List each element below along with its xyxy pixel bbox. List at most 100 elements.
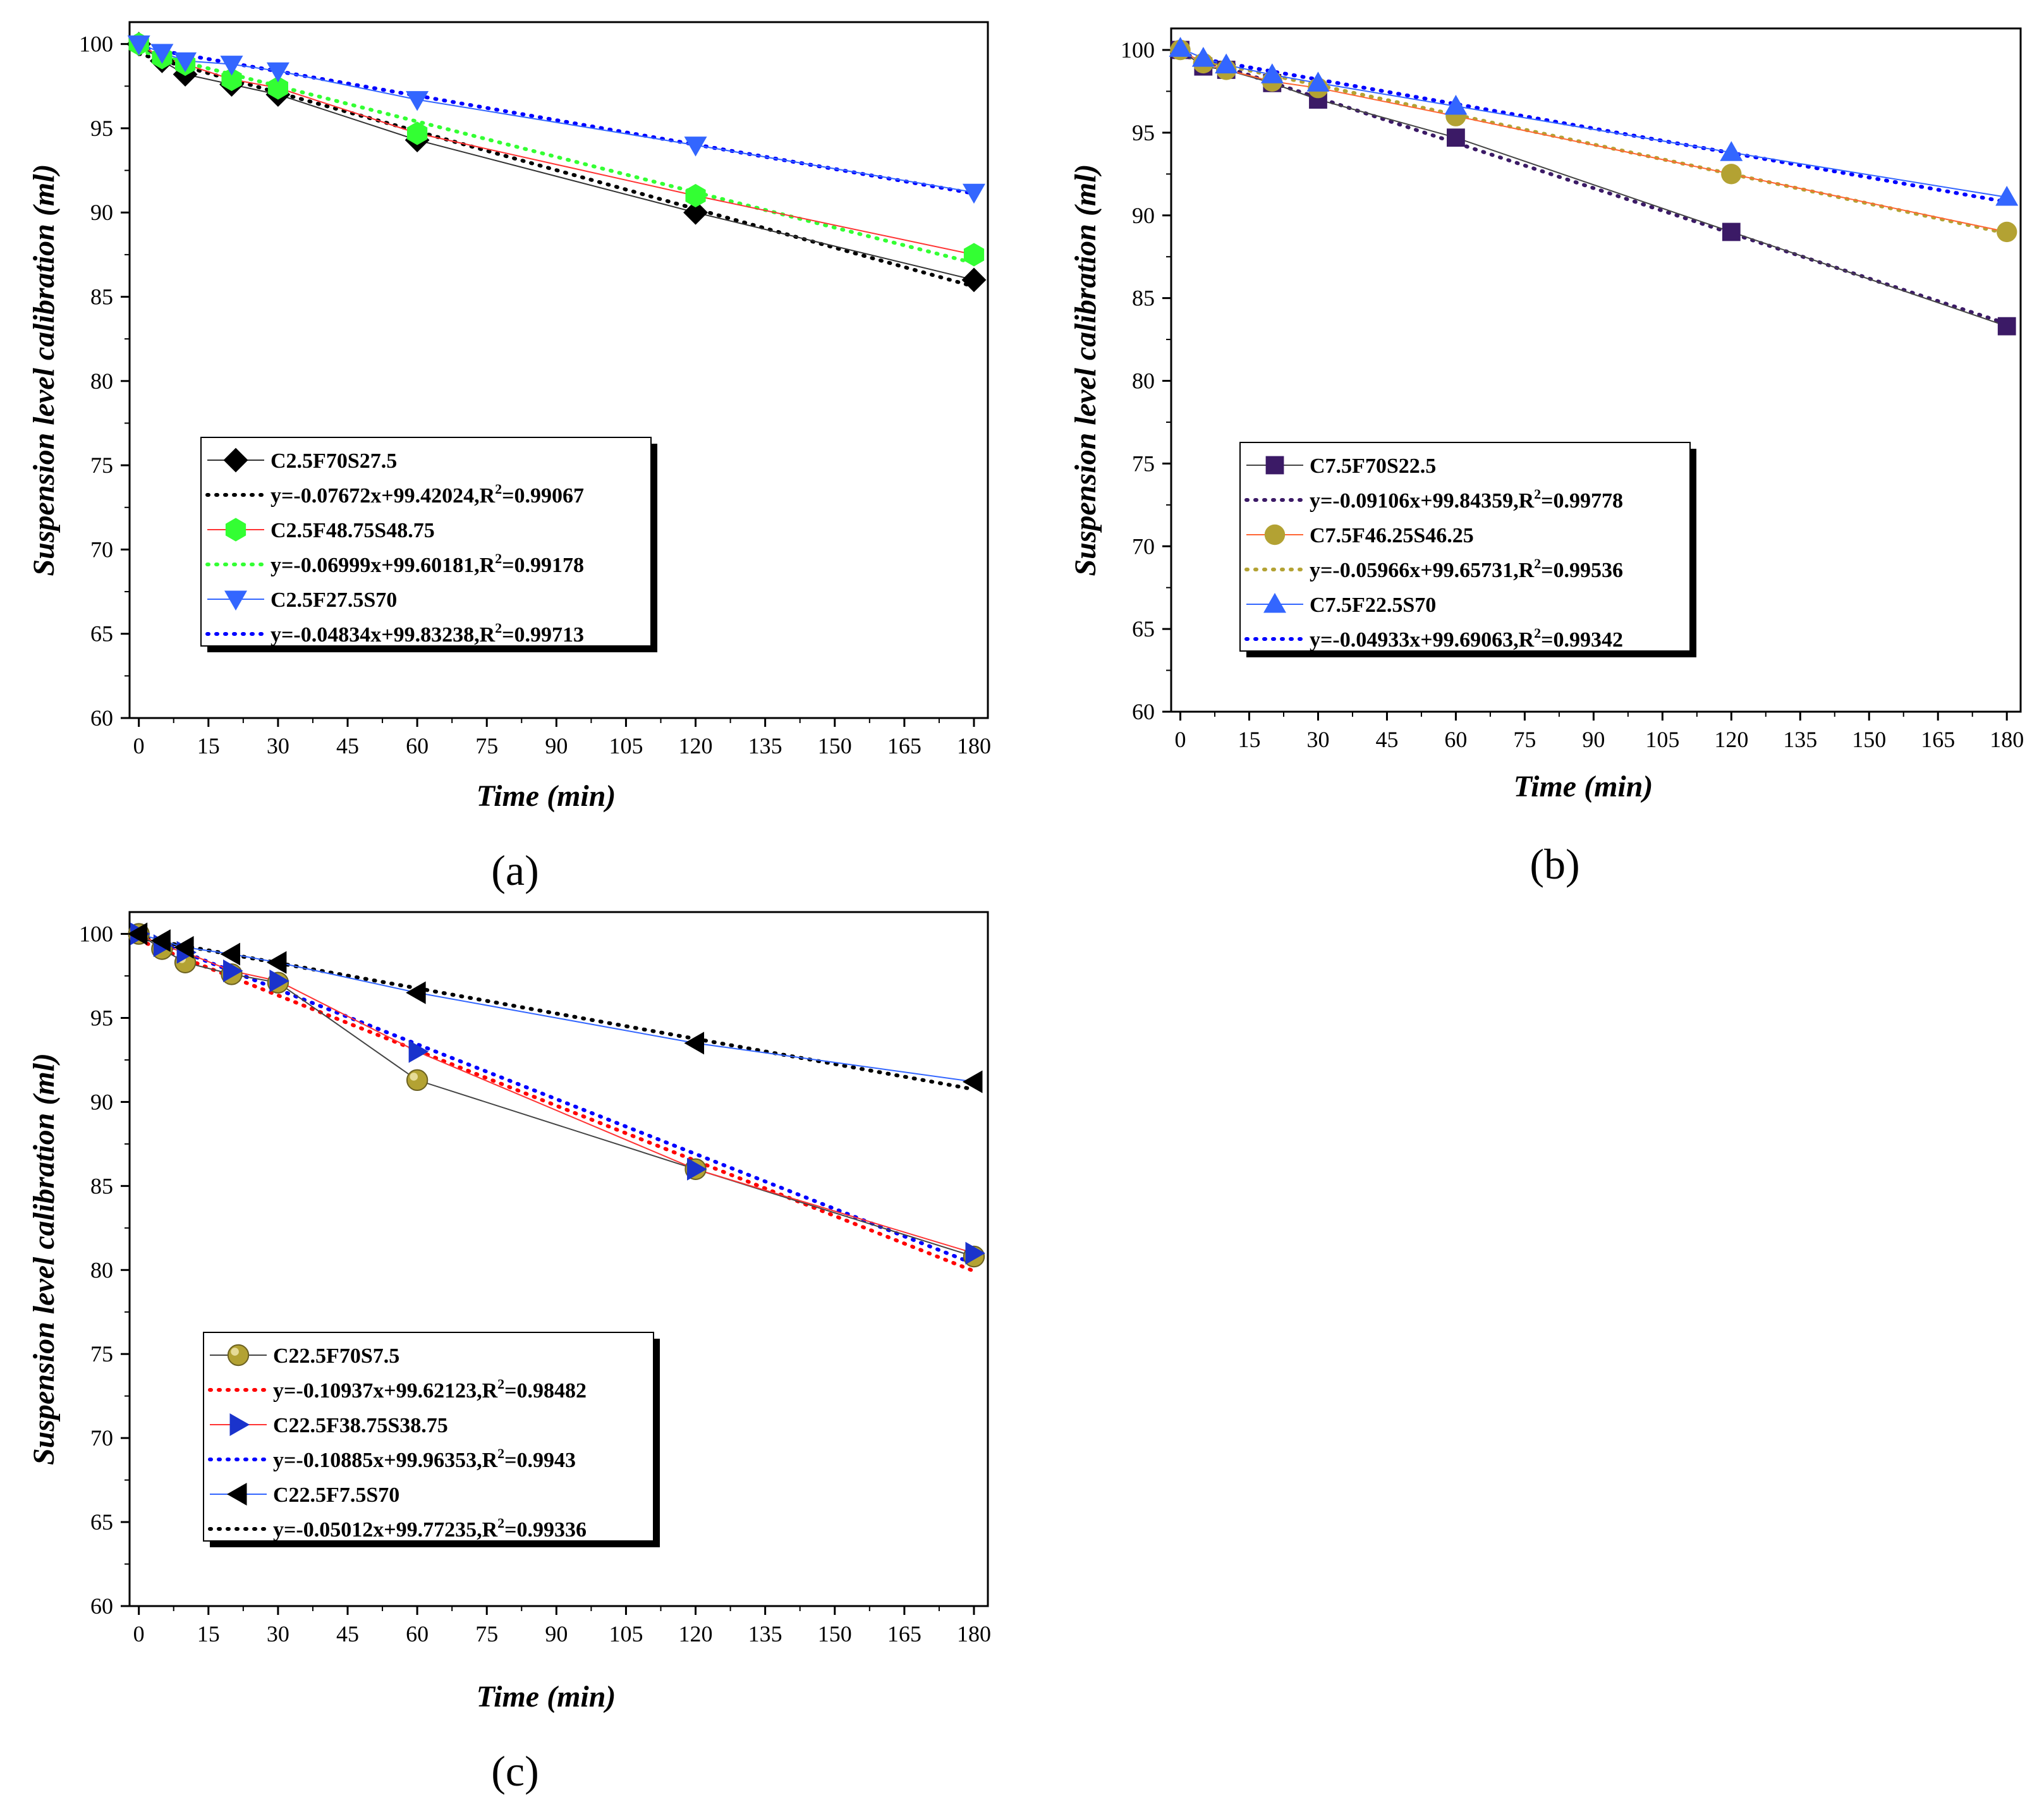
x-tick-label: 150 [818,733,852,758]
x-tick-label: 120 [679,733,713,758]
x-tick-label: 120 [679,1621,713,1647]
y-tick-label: 75 [90,1341,113,1367]
legend-fit-equation-superscript: 2 [1534,556,1541,571]
data-point-series-3 [1215,53,1238,74]
legend-fit-equation-suffix: =0.99342 [1541,628,1623,652]
legend-fit-equation-prefix: y=-0.10937x+99.62123,R [273,1379,498,1403]
y-tick-label: 65 [1132,616,1155,642]
series-line-2 [138,933,975,1254]
legend-marker [1265,456,1284,475]
legend-fit-equation-superscript: 2 [497,1376,504,1392]
x-tick-label: 60 [406,1621,429,1647]
data-point-series-3 [684,1032,705,1055]
data-point-series-3 [266,951,287,974]
data-point-series-2 [965,1241,985,1265]
legend-fit-equation-suffix: =0.99778 [1541,489,1623,513]
x-tick-label: 0 [1175,727,1186,752]
y-tick-label: 100 [79,32,113,57]
x-tick-label: 180 [957,733,991,758]
fit-line-3 [1178,53,2009,204]
fit-line-2 [137,932,976,1266]
y-tick-label: 60 [90,1593,113,1619]
x-axis-title: Time (min) [1514,770,1653,803]
legend-marker [225,518,246,542]
y-tick-label: 85 [90,284,113,310]
series-line-1 [138,43,975,281]
x-tick-label: 75 [1513,727,1536,752]
y-tick-label: 90 [1132,203,1155,228]
x-tick-label: 120 [1714,727,1748,752]
x-tick-label: 75 [475,733,498,758]
y-tick-label: 95 [1132,120,1155,145]
legend-marker [227,1344,250,1367]
x-tick-label: 15 [197,733,220,758]
data-point-series-2 [267,76,288,100]
x-tick-label: 45 [1375,727,1398,752]
x-tick-label: 180 [957,1621,991,1647]
legend-series-name: C7.5F22.5S70 [1310,594,1436,617]
fit-line-1 [1178,51,2009,326]
x-tick-label: 150 [1852,727,1886,752]
legend-fit-equation-superscript: 2 [497,1515,504,1531]
x-tick-label: 90 [1582,727,1605,752]
data-point-series-3 [1720,141,1743,161]
data-point-series-2 [1997,221,2017,243]
data-point-series-3 [1191,47,1215,67]
y-tick-label: 80 [90,368,113,394]
fit-line-1 [137,52,976,289]
y-tick-label: 70 [1132,533,1155,559]
y-tick-label: 60 [90,705,113,731]
x-tick-label: 90 [545,733,568,758]
data-point-series-1 [961,267,987,293]
legend-fit-equation: y=-0.04834x+99.83238,R2=0.99713 [271,620,584,647]
x-tick-label: 150 [818,1621,852,1647]
x-tick-label: 165 [887,733,922,758]
data-point-series-3 [962,1070,983,1093]
data-point-series-3 [220,942,240,966]
y-tick-label: 75 [1132,451,1155,476]
data-point-series-3 [220,56,243,76]
data-point-series-3 [1995,185,2019,206]
legend-fit-equation-prefix: y=-0.06999x+99.60181,R [271,554,496,577]
legend-fit-equation-suffix: =0.99067 [502,484,584,508]
y-tick-label: 90 [90,200,113,225]
x-tick-label: 135 [748,733,782,758]
legend-fit-equation-suffix: =0.98482 [504,1379,587,1403]
legend-fit-equation-superscript: 2 [495,620,502,636]
x-tick-label: 180 [1990,727,2024,752]
y-tick-label: 100 [1121,37,1155,63]
legend-fit-equation-prefix: y=-0.10885x+99.96353,R [273,1449,498,1472]
legend-fit-equation-suffix: =0.99713 [502,623,584,647]
fit-line-2 [137,49,976,265]
legend-fit-equation-suffix: =0.9943 [504,1449,576,1472]
legend-fit-equation-superscript: 2 [497,1446,504,1461]
legend-marker [227,1483,247,1506]
y-axis-title: Suspension level calibration (ml) [27,164,61,576]
data-point-series-3 [1260,63,1284,83]
data-point-series-3 [266,62,289,83]
y-tick-label: 85 [1132,286,1155,311]
legend-box [203,1332,654,1542]
legend-fit-equation: y=-0.07672x+99.42024,R2=0.99067 [271,481,584,508]
series-line-3 [138,933,975,1083]
legend-fit-equation: y=-0.10937x+99.62123,R2=0.98482 [273,1376,587,1403]
x-axis-title: Time (min) [477,779,616,813]
data-point-series-2 [408,1040,429,1063]
x-tick-label: 135 [748,1621,782,1647]
data-point-series-1 [1722,222,1741,241]
legend-box [1239,442,1691,652]
data-point-series-2 [1721,164,1742,185]
x-tick-label: 60 [1444,727,1467,752]
legend-fit-equation-superscript: 2 [1534,486,1541,502]
legend-fit-equation: y=-0.10885x+99.96353,R2=0.9943 [273,1446,576,1472]
data-point-series-3 [127,922,148,946]
legend-series-name: C2.5F48.75S48.75 [271,519,435,542]
data-point-series-1 [1997,317,2016,336]
fit-line-1 [137,938,976,1274]
y-tick-label: 80 [1132,368,1155,394]
legend-marker-highlight [231,1348,239,1356]
x-tick-label: 75 [475,1621,498,1647]
x-tick-label: 90 [545,1621,568,1647]
legend-fit-equation-prefix: y=-0.04834x+99.83238,R [271,623,496,647]
